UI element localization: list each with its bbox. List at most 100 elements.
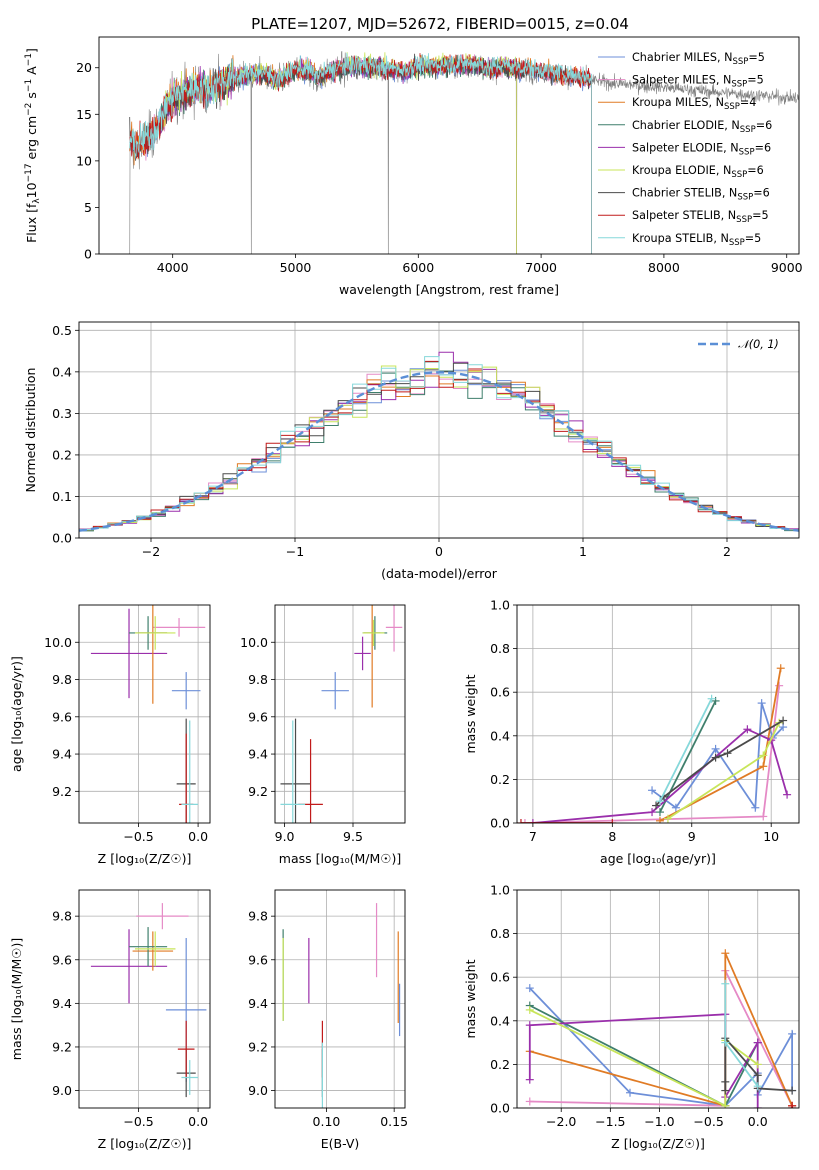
normal-curve-line: [79, 371, 799, 532]
plus-marker: [525, 1021, 534, 1030]
mass_vs_Z-panel: −0.5 0.0 9.0 9.2 9.4 9.6 9.8 Z [log₁₀(Z/Z☉)] mas…: [9, 889, 211, 1151]
y-tick-label: 20: [76, 60, 92, 75]
plus-marker: [751, 803, 760, 812]
legend-label: Kroupa STELIB, NSSP=5: [632, 232, 761, 248]
mass-weight-line-salpeter-miles: [529, 970, 793, 1107]
errorbar-point: [90, 929, 168, 1004]
y-tick-label: 9.8: [52, 672, 72, 687]
y-tick-label: 0.6: [490, 685, 510, 700]
errorbar-point: [134, 931, 176, 967]
x-axis-label: age [log₁₀(age/yr)]: [600, 851, 716, 866]
y-axis-label: age [log₁₀(age/yr)]: [9, 656, 24, 772]
y-tick-label: 9.2: [248, 1039, 268, 1054]
massweight_vs_Z-panel: −2.0 −1.5 −1.0 −0.5 0.0 0.0 0.2 0.4 0.6 0.8 1.0 Z […: [463, 883, 800, 1151]
x-tick-label: 4000: [157, 260, 189, 275]
x-axis-label: wavelength [Angstrom, rest frame]: [339, 282, 559, 297]
residuals-plot-area: [79, 351, 799, 533]
plus-marker: [743, 725, 752, 734]
x-tick-label: 10: [763, 829, 779, 844]
plus-marker: [753, 1038, 762, 1047]
plus-marker: [528, 819, 537, 823]
errorbar-point: [181, 720, 199, 823]
errorbar-point: [177, 1020, 195, 1078]
x-tick-label: 7000: [525, 260, 557, 275]
plus-marker: [721, 1101, 730, 1108]
y-tick-label: 9.4: [248, 747, 268, 762]
y-tick-label: 0.4: [490, 1013, 510, 1028]
errorbar-point: [354, 636, 371, 671]
errorbar-point: [385, 605, 403, 652]
x-tick-label: −2: [142, 544, 160, 559]
plus-marker: [671, 803, 680, 812]
x-axis-label: (data-model)/error: [381, 566, 498, 581]
y-tick-label: 9.4: [52, 996, 72, 1011]
figure-title: PLATE=1207, MJD=52672, FIBERID=0015, z=0…: [251, 15, 629, 33]
x-tick-label: 9000: [771, 260, 803, 275]
y-tick-label: 0.1: [52, 489, 72, 504]
y-tick-label: 0.4: [490, 728, 510, 743]
legend-label: Kroupa ELODIE, NSSP=6: [632, 164, 764, 180]
plus-marker: [783, 790, 792, 799]
plus-marker: [525, 984, 534, 993]
x-tick-label: −0.5: [123, 829, 153, 844]
axes-frame: [78, 604, 211, 824]
y-tick-label: 9.0: [248, 1083, 268, 1098]
plus-marker: [759, 812, 768, 821]
plus-marker: [625, 1088, 634, 1097]
plus-marker: [779, 716, 788, 725]
y-tick-label: 9.6: [248, 709, 268, 724]
y-tick-label: 9.2: [248, 784, 268, 799]
x-tick-label: −0.5: [693, 1114, 723, 1129]
x-tick-label: 0: [435, 544, 443, 559]
plus-marker: [525, 1005, 534, 1014]
y-tick-label: 10: [76, 153, 92, 168]
plus-marker: [753, 1082, 762, 1091]
plus-marker: [652, 801, 661, 810]
y-tick-label: 0.6: [490, 970, 510, 985]
errorbar-point: [181, 1060, 199, 1095]
legend-label: Chabrier STELIB, NSSP=6: [632, 187, 770, 203]
y-tick-label: 9.2: [52, 784, 72, 799]
plus-marker: [721, 949, 730, 958]
legend-label: Salpeter MILES, NSSP=5: [632, 74, 764, 90]
x-tick-label: −1.5: [595, 1114, 625, 1129]
y-tick-label: 10.0: [240, 635, 268, 650]
y-tick-label: 0.4: [52, 364, 72, 379]
y-tick-label: 9.2: [52, 1039, 72, 1054]
age_vs_Z-plot-area: [90, 605, 206, 823]
x-tick-label: 1: [579, 544, 587, 559]
mass-weight-line-salpeter-miles: [524, 685, 780, 823]
x-tick-label: −0.5: [123, 1114, 153, 1129]
age_vs_Z-panel: −0.5 0.0 9.2 9.4 9.6 9.8 10.0 Z [log₁₀(Z/Z☉)] ag…: [9, 604, 211, 866]
y-axis-label: mass [log₁₀(M/M☉)]: [9, 938, 24, 1060]
y-axis-label: Normed distribution: [23, 368, 38, 493]
x-tick-label: 0.0: [188, 829, 208, 844]
legend-label: 𝒩(0, 1): [738, 338, 779, 351]
mass_vs_ebv-plot-area: [282, 903, 401, 1108]
y-tick-label: 1.0: [490, 598, 510, 613]
y-axis-label: mass weight: [463, 959, 478, 1038]
plus-marker: [788, 1101, 797, 1108]
axes-frame: [78, 889, 211, 1109]
errorbar-point: [152, 618, 206, 637]
legend-label: Salpeter STELIB, NSSP=5: [632, 209, 769, 225]
x-tick-label: −1: [286, 544, 304, 559]
plus-marker: [759, 751, 768, 760]
y-tick-label: 9.4: [52, 747, 72, 762]
legend-label: Chabrier MILES, NSSP=5: [632, 51, 765, 67]
x-axis-label: E(B-V): [321, 1136, 360, 1151]
plus-marker: [663, 814, 672, 823]
errorbar-point: [132, 931, 174, 971]
plus-marker: [775, 681, 784, 690]
spectrum-legend: Chabrier MILES, NSSP=5 Salpeter MILES, NS…: [598, 51, 772, 248]
y-tick-label: 0.3: [52, 406, 72, 421]
legend-label: Salpeter ELODIE, NSSP=6: [632, 141, 771, 157]
y-tick-label: 10.0: [44, 635, 72, 650]
x-axis-label: Z [log₁₀(Z/Z☉)]: [611, 1136, 705, 1151]
errorbar-point: [362, 619, 385, 646]
plus-marker: [711, 744, 720, 753]
plus-marker: [655, 797, 664, 806]
y-tick-label: 15: [76, 107, 92, 122]
plus-marker: [759, 762, 768, 771]
